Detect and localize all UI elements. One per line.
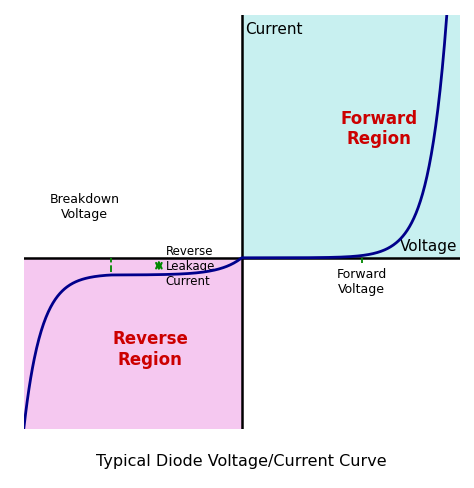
Text: Forward
Voltage: Forward Voltage	[337, 268, 387, 296]
Bar	[24, 258, 242, 429]
Text: Current: Current	[245, 22, 302, 37]
Text: Voltage: Voltage	[400, 239, 457, 253]
Text: Typical Diode Voltage/Current Curve: Typical Diode Voltage/Current Curve	[96, 454, 387, 469]
Text: Reverse
Leakage
Current: Reverse Leakage Current	[165, 245, 215, 288]
Bar	[242, 15, 460, 258]
Text: Reverse
Region: Reverse Region	[112, 330, 188, 369]
Text: Forward
Region: Forward Region	[340, 110, 418, 148]
Text: Breakdown
Voltage: Breakdown Voltage	[50, 193, 120, 221]
